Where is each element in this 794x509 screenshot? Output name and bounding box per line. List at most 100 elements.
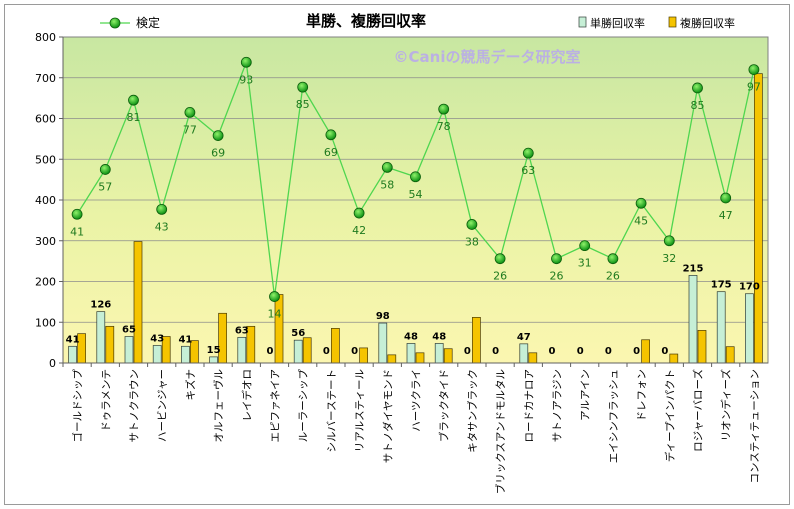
line-value-label: 78 bbox=[437, 120, 451, 133]
bar-value-label: 0 bbox=[633, 346, 640, 357]
bar-fukusho bbox=[472, 317, 481, 364]
line-value-label: 26 bbox=[606, 270, 620, 283]
bar-value-label: 48 bbox=[404, 331, 418, 342]
line-marker bbox=[269, 291, 280, 302]
bar-tansho bbox=[96, 311, 106, 364]
bar-tansho bbox=[124, 336, 134, 364]
line-value-label: 85 bbox=[296, 98, 310, 111]
x-tick-label: エイシンフラッシュ bbox=[608, 369, 620, 463]
y-tick-label: 500 bbox=[35, 153, 56, 166]
line-marker bbox=[551, 253, 562, 265]
line-marker bbox=[522, 147, 534, 159]
bar-tansho bbox=[293, 339, 303, 364]
bar-value-label: 41 bbox=[66, 334, 80, 345]
bar-value-label: 126 bbox=[90, 300, 111, 311]
x-tick-label: ゴールドシップ bbox=[71, 369, 84, 443]
y-tick-label: 800 bbox=[35, 31, 56, 44]
bar-fukusho bbox=[359, 347, 368, 364]
line-value-label: 26 bbox=[493, 270, 507, 283]
bar-fukusho bbox=[274, 294, 284, 364]
line-marker bbox=[466, 219, 478, 230]
x-tick-label: ロジャーバローズ bbox=[692, 369, 705, 452]
line-value-label: 69 bbox=[211, 147, 225, 160]
x-tick-label: ハーツクライ bbox=[411, 369, 423, 432]
line-value-label: 58 bbox=[380, 178, 394, 191]
x-tick-label: ロードカナロア bbox=[523, 369, 535, 443]
line-marker bbox=[212, 130, 224, 142]
bar-value-label: 0 bbox=[577, 346, 584, 357]
x-tick-label: コンスティテューション bbox=[749, 369, 761, 483]
line-marker bbox=[748, 64, 760, 75]
line-value-label: 57 bbox=[98, 180, 112, 193]
bar-value-label: 0 bbox=[323, 346, 330, 357]
line-marker bbox=[579, 240, 591, 252]
bar-value-label: 65 bbox=[122, 325, 136, 336]
line-marker bbox=[607, 253, 619, 265]
x-tick-label: エピファネイア bbox=[270, 369, 282, 443]
bar-tansho bbox=[68, 345, 77, 364]
bar-value-label: 170 bbox=[739, 282, 760, 293]
line-value-label: 69 bbox=[324, 146, 338, 159]
legend-line-label: 検定 bbox=[136, 15, 160, 30]
line-value-label: 38 bbox=[465, 235, 479, 248]
x-tick-label: ハービンジャー bbox=[157, 369, 169, 442]
bar-value-label: 15 bbox=[207, 345, 221, 356]
bar-tansho bbox=[519, 343, 529, 364]
legend-tansho-label: 単勝回収率 bbox=[590, 16, 645, 30]
bar-tansho bbox=[434, 343, 444, 364]
x-tick-label: アルアイン bbox=[580, 369, 592, 421]
bar-tansho bbox=[378, 322, 388, 364]
line-value-label: 14 bbox=[268, 308, 282, 321]
bar-value-label: 47 bbox=[517, 332, 531, 343]
x-tick-label: オルフェーヴル bbox=[212, 369, 225, 443]
x-tick-label: リアルスティール bbox=[354, 369, 366, 452]
x-tick-label: キズナ bbox=[184, 369, 197, 401]
bar-fukusho bbox=[697, 330, 707, 364]
bar-fukusho bbox=[133, 241, 143, 364]
bar-value-label: 0 bbox=[661, 346, 668, 357]
line-value-label: 43 bbox=[155, 220, 169, 233]
line-value-label: 32 bbox=[662, 252, 676, 265]
x-tick-label: リオンディーズ bbox=[720, 369, 733, 441]
y-tick-label: 100 bbox=[35, 316, 56, 329]
line-value-label: 63 bbox=[521, 164, 535, 177]
bar-value-label: 0 bbox=[351, 346, 358, 357]
bar-value-label: 48 bbox=[432, 331, 446, 342]
watermark: ©Caniの競馬データ研究室 bbox=[394, 48, 581, 66]
bar-value-label: 43 bbox=[150, 333, 164, 344]
bar-value-label: 0 bbox=[605, 346, 612, 357]
line-marker bbox=[635, 197, 647, 209]
line-value-label: 97 bbox=[747, 81, 761, 94]
line-marker bbox=[494, 253, 506, 265]
bar-fukusho bbox=[725, 346, 735, 364]
bar-value-label: 215 bbox=[683, 263, 704, 274]
x-tick-label: ドレフォン bbox=[636, 369, 648, 422]
bar-value-label: 41 bbox=[178, 334, 192, 345]
bar-fukusho bbox=[641, 339, 650, 364]
y-tick-label: 400 bbox=[35, 194, 56, 207]
line-marker bbox=[184, 106, 196, 118]
x-tick-label: ディープインパクト bbox=[663, 369, 676, 462]
legend-fukusho-label: 複勝回収率 bbox=[680, 16, 735, 30]
line-marker bbox=[381, 161, 393, 173]
bar-value-label: 0 bbox=[549, 346, 556, 357]
x-tick-label: サトノダイヤモンド bbox=[381, 369, 394, 463]
y-tick-label: 0 bbox=[49, 357, 56, 370]
bar-tansho bbox=[688, 275, 698, 364]
x-tick-label: レイデオロ bbox=[240, 369, 253, 422]
bar-tansho bbox=[152, 345, 162, 364]
line-value-label: 41 bbox=[70, 225, 84, 238]
line-value-label: 26 bbox=[550, 270, 564, 283]
bar-tansho bbox=[237, 336, 247, 364]
line-marker bbox=[692, 82, 703, 94]
y-tick-label: 600 bbox=[35, 113, 56, 126]
bar-tansho bbox=[406, 343, 416, 364]
legend-tansho-swatch bbox=[578, 16, 587, 28]
x-tick-label: サトノアラジン bbox=[552, 369, 564, 442]
x-tick-label: シルバーステート bbox=[326, 369, 338, 452]
line-value-label: 81 bbox=[127, 111, 141, 124]
line-marker bbox=[720, 192, 732, 204]
bar-fukusho bbox=[415, 352, 425, 364]
bar-tansho bbox=[181, 345, 190, 364]
